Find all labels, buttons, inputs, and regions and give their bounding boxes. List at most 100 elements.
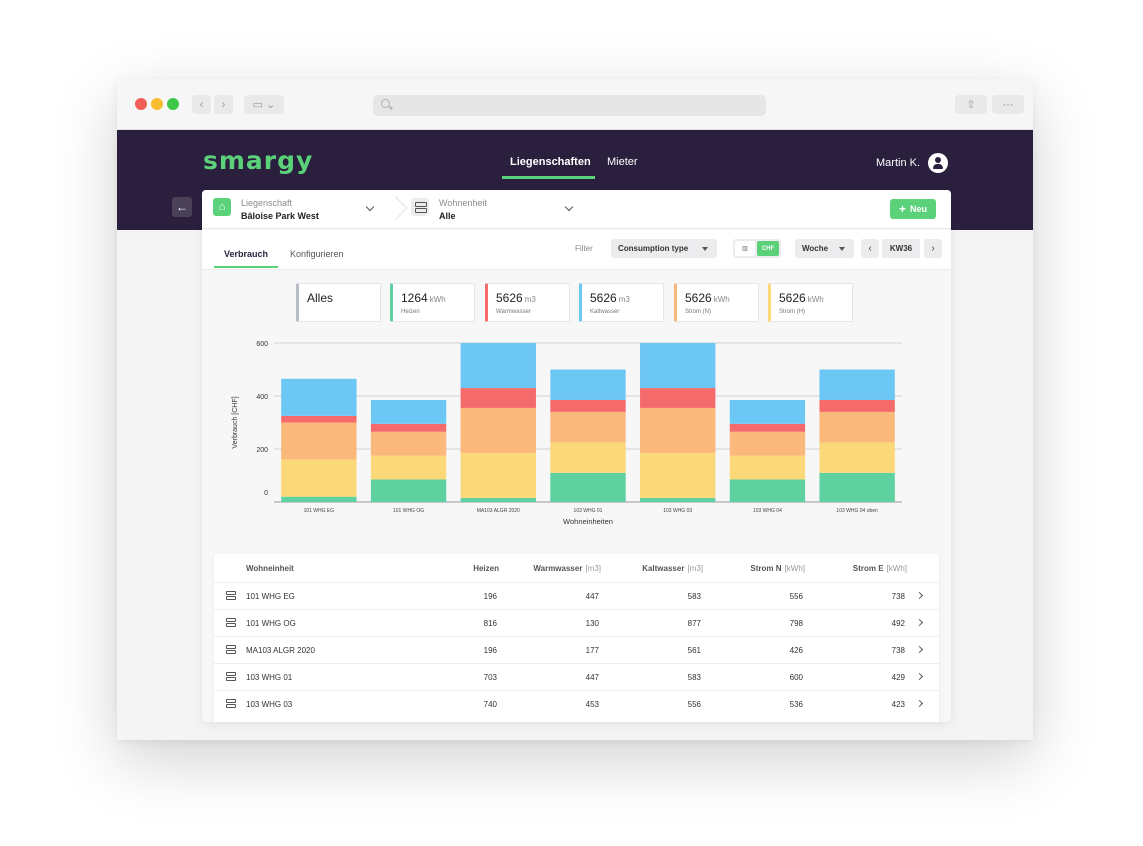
consumption-table: Wohneinheit Heizen Warmwasser [m3] Kaltwasse… — [214, 554, 939, 722]
row-value: 196 — [483, 592, 497, 601]
consumption-type-dropdown[interactable]: Consumption type — [611, 239, 717, 258]
column-header-label: Kaltwasser — [642, 564, 685, 573]
chevron-right-icon[interactable] — [915, 591, 924, 600]
browser-forward-button[interactable]: › — [214, 95, 233, 114]
tab-active-indicator — [214, 266, 278, 268]
bar-segment — [729, 431, 806, 456]
bar-segment — [370, 455, 447, 480]
column-header-strom-n[interactable]: Strom N [kWh] — [685, 564, 805, 573]
column-header-warmwasser[interactable]: Warmwasser [m3] — [481, 564, 601, 573]
chevron-right-icon[interactable] — [915, 645, 924, 654]
bar-segment — [729, 423, 806, 432]
bar-segment — [729, 455, 806, 480]
stat-value: Alles — [307, 291, 335, 305]
bar-segment — [370, 399, 447, 424]
bar-segment — [460, 343, 536, 389]
unit-select[interactable]: Alle — [439, 211, 456, 221]
stat-card-warmwasser[interactable]: 5626 m3 Warmwasser — [485, 283, 570, 322]
bar-segment — [550, 442, 626, 473]
x-tick-label: 103 WHG 04 — [753, 508, 782, 514]
table-row[interactable]: 103 WHG 03 740 453 556 536 423 — [214, 690, 939, 717]
stat-value: 5626 m3 — [496, 291, 536, 305]
close-window-button[interactable] — [135, 98, 147, 110]
chevron-right-icon: › — [221, 98, 226, 111]
stat-label: Strom (H) — [779, 309, 805, 315]
stat-card-kaltwasser[interactable]: 5626 m3 Kaltwasser — [579, 283, 664, 322]
avatar[interactable] — [928, 153, 948, 173]
address-bar[interactable] — [373, 95, 766, 116]
bar-segment — [729, 479, 806, 502]
table-row[interactable]: 103 WHG 01 703 447 583 600 429 — [214, 663, 939, 690]
bar-segment — [640, 343, 716, 389]
chevron-down-icon[interactable] — [564, 202, 574, 212]
tab-konfigurieren[interactable]: Konfigurieren — [290, 249, 344, 259]
row-value: 492 — [891, 619, 905, 628]
browser-back-button[interactable]: ‹ — [192, 95, 211, 114]
maximize-window-button[interactable] — [167, 98, 179, 110]
table-row[interactable]: 101 WHG OG 816 130 877 798 492 — [214, 609, 939, 636]
row-value: 816 — [483, 619, 497, 628]
stat-card-heizen[interactable]: 1264 kWh Heizen — [390, 283, 475, 322]
column-header-wohneinheit[interactable]: Wohneinheit — [246, 564, 294, 573]
unit-icon — [226, 699, 236, 709]
chevron-right-icon[interactable] — [915, 672, 924, 681]
stat-card-alles[interactable]: Alles — [296, 283, 381, 322]
chevron-down-icon[interactable] — [365, 202, 375, 212]
stat-card-strom-n[interactable]: 5626 kWh Strom (N) — [674, 283, 759, 322]
nav-mieter[interactable]: Mieter — [607, 156, 638, 168]
row-value: 447 — [585, 592, 599, 601]
row-value: 738 — [891, 646, 905, 655]
bar-segment — [550, 399, 626, 412]
week-display: KW36 — [882, 239, 920, 258]
user-name[interactable]: Martin K. — [876, 157, 921, 169]
stat-label: Warmwasser — [496, 309, 531, 315]
bar-segment — [281, 496, 357, 502]
prev-week-button[interactable]: ‹ — [861, 239, 879, 258]
period-dropdown[interactable]: Woche — [795, 239, 854, 258]
tab-verbrauch[interactable]: Verbrauch — [224, 249, 269, 259]
unit-toggle[interactable]: ▥ CHF — [733, 239, 781, 258]
table-row[interactable]: 101 WHG EG 196 447 583 556 738 — [214, 582, 939, 609]
new-button[interactable]: + Neu — [890, 199, 936, 219]
chf-unit-option[interactable]: CHF — [757, 241, 779, 256]
period-value: Woche — [802, 244, 829, 253]
share-icon: ⇧ — [966, 99, 976, 111]
share-button[interactable]: ⇧ — [955, 95, 987, 114]
nav-liegenschaften[interactable]: Liegenschaften — [510, 156, 591, 168]
column-header-label: Strom E — [852, 564, 884, 573]
x-tick-label: MA103 ALGR 2020 — [477, 508, 520, 514]
consumption-type-value: Consumption type — [618, 244, 689, 253]
column-header-unit: [m3] — [585, 564, 601, 573]
stat-card-strom-h[interactable]: 5626 kWh Strom (H) — [768, 283, 853, 322]
back-button[interactable]: ← — [172, 197, 192, 217]
sidebar-icon: ▭ ⌄ — [252, 99, 276, 111]
column-header-kaltwasser[interactable]: Kaltwasser [m3] — [583, 564, 703, 573]
minimize-window-button[interactable] — [151, 98, 163, 110]
tabs-overview-button[interactable]: ⋯ — [992, 95, 1024, 114]
row-value: 130 — [585, 619, 599, 628]
property-select[interactable]: Bâloise Park West — [241, 211, 319, 221]
row-name: 103 WHG 01 — [246, 673, 293, 682]
stat-value: 5626 m3 — [590, 291, 630, 305]
column-header-strom-e[interactable]: Strom E [kWh] — [787, 564, 907, 573]
next-week-button[interactable]: › — [924, 239, 942, 258]
chevron-right-icon[interactable] — [915, 618, 924, 627]
bar-segment — [819, 411, 895, 443]
table-row[interactable]: MA103 ALGR 2020 196 177 561 426 738 — [214, 636, 939, 663]
y-tick-label: 200 — [256, 447, 268, 454]
chart-unit-icon[interactable]: ▥ — [735, 241, 755, 256]
grid-icon: ⋯ — [1002, 99, 1014, 111]
unit-label: Wohnenheit — [439, 198, 487, 208]
logo[interactable]: smargy — [203, 146, 314, 175]
y-tick-label: 600 — [256, 341, 268, 348]
browser-window: ‹ › ▭ ⌄ ⇧ ⋯ smargy Liegenschaften Mieter… — [117, 79, 1033, 740]
x-axis-label: Wohneinheiten — [563, 517, 613, 526]
chevron-right-icon[interactable] — [915, 699, 924, 708]
stat-unit: kWh — [429, 295, 446, 304]
stat-number: 5626 — [685, 291, 712, 305]
row-name: 101 WHG OG — [246, 619, 296, 628]
bar-segment — [550, 411, 626, 443]
bar-segment — [819, 442, 895, 473]
sidebar-toggle-button[interactable]: ▭ ⌄ — [244, 95, 284, 114]
column-header-heizen[interactable]: Heizen — [379, 564, 499, 573]
